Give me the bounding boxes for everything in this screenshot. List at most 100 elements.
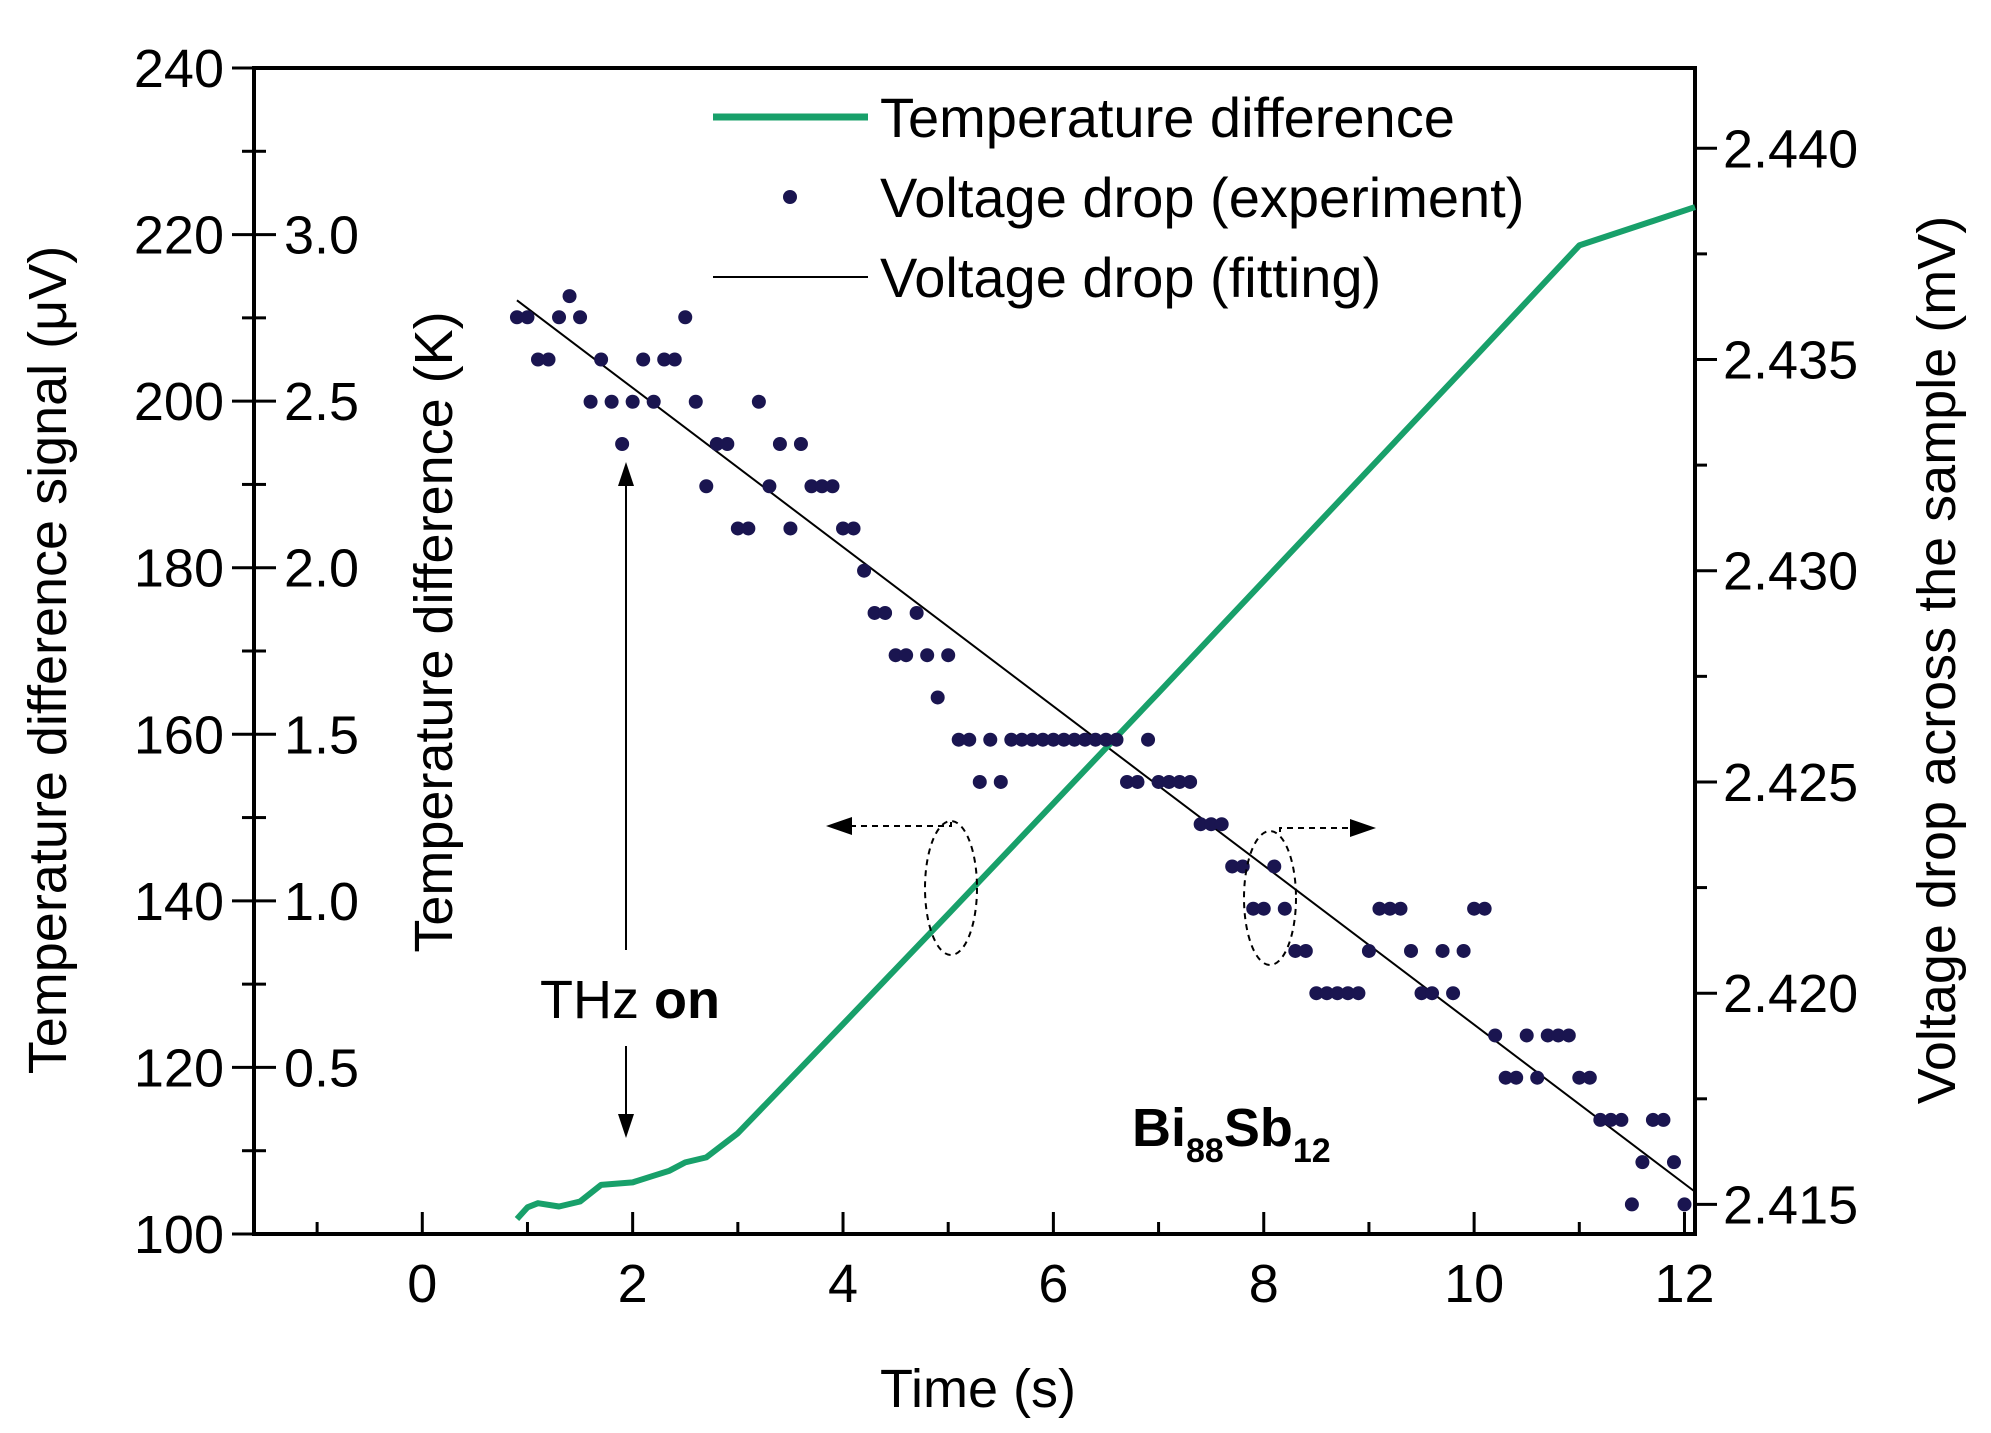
voltage-point xyxy=(699,479,714,494)
voltage-point xyxy=(1214,817,1229,832)
voltage-point xyxy=(772,436,787,451)
voltage-point xyxy=(1340,986,1355,1001)
x-tick-label: 10 xyxy=(1444,1254,1504,1314)
voltage-point xyxy=(509,310,524,325)
voltage-point xyxy=(1498,1070,1513,1085)
voltage-point xyxy=(573,310,588,325)
voltage-point xyxy=(1603,1112,1618,1127)
voltage-point xyxy=(1645,1112,1660,1127)
voltage-point xyxy=(1582,1070,1597,1085)
right-axis-indicator xyxy=(1243,819,1376,966)
voltage-point xyxy=(1414,986,1429,1001)
voltage-point xyxy=(888,648,903,663)
voltage-point xyxy=(1540,1028,1555,1043)
voltage-point xyxy=(646,394,661,409)
voltage-point xyxy=(762,479,777,494)
voltage-point xyxy=(1309,986,1324,1001)
voltage-point xyxy=(1361,943,1376,958)
voltage-point xyxy=(1225,859,1240,874)
voltage-point xyxy=(1467,901,1482,916)
left-indicator-ellipse xyxy=(924,820,978,956)
voltage-point xyxy=(1446,986,1461,1001)
voltage-point xyxy=(562,289,577,304)
voltage-point xyxy=(1677,1197,1692,1212)
voltage-point xyxy=(625,394,640,409)
sample-label-bi: Bi xyxy=(1132,1098,1186,1158)
x-tick-label: 4 xyxy=(828,1254,858,1314)
voltage-point xyxy=(1425,986,1440,1001)
voltage-point xyxy=(1172,774,1187,789)
voltage-point xyxy=(1288,943,1303,958)
y-tick-label-signal: 200 xyxy=(134,372,224,432)
voltage-point xyxy=(678,310,693,325)
y-tick-label-signal: 180 xyxy=(134,539,224,599)
voltage-point xyxy=(878,605,893,620)
voltage-point xyxy=(825,479,840,494)
voltage-point xyxy=(836,521,851,536)
voltage-point xyxy=(1666,1155,1681,1170)
thz-on-annotation: THz on xyxy=(540,462,720,1138)
y-tick-label-kelvin: 1.0 xyxy=(284,872,359,932)
voltage-point xyxy=(1624,1197,1639,1212)
voltage-point xyxy=(583,394,598,409)
right-indicator-path xyxy=(1279,827,1350,832)
voltage-point xyxy=(1372,901,1387,916)
voltage-point xyxy=(1319,986,1334,1001)
plot-frame xyxy=(252,66,1697,1236)
x-axis-title: Time (s) xyxy=(880,1359,1076,1419)
y-tick-label-kelvin: 2.5 xyxy=(284,372,359,432)
y-axis-title-signal: Temperature difference signal (μV) xyxy=(18,246,78,1075)
voltage-point xyxy=(1088,732,1103,747)
voltage-point xyxy=(846,521,861,536)
voltage-point xyxy=(1351,986,1366,1001)
y-tick-label-signal: 140 xyxy=(134,872,224,932)
voltage-point xyxy=(667,352,682,367)
voltage-point xyxy=(1035,732,1050,747)
y-tick-label-signal: 120 xyxy=(134,1038,224,1098)
tick-labels: 0 2 4 6 8 10 12 100 120 140 160 180 200 220 240 0.5 1.0 1… xyxy=(134,39,1858,1314)
thz-arrow-up-head xyxy=(618,462,634,486)
voltage-point xyxy=(1456,943,1471,958)
thz-arrow-down-head xyxy=(618,1114,634,1138)
voltage-point xyxy=(604,394,619,409)
voltage-point xyxy=(1120,774,1135,789)
legend: Temperature difference Voltage drop (exp… xyxy=(713,86,1524,309)
voltage-point xyxy=(1046,732,1061,747)
voltage-point xyxy=(1593,1112,1608,1127)
voltage-point xyxy=(709,436,724,451)
voltage-point xyxy=(920,648,935,663)
voltage-point xyxy=(1067,732,1082,747)
voltage-point xyxy=(962,732,977,747)
voltage-point xyxy=(941,648,956,663)
voltage-point xyxy=(1519,1028,1534,1043)
y-tick-label-voltage: 2.435 xyxy=(1723,331,1858,391)
left-axis-indicator xyxy=(826,817,978,956)
right-indicator-ellipse xyxy=(1243,830,1297,966)
voltage-point xyxy=(1130,774,1145,789)
voltage-point xyxy=(1561,1028,1576,1043)
voltage-point xyxy=(814,479,829,494)
y-tick-label-signal: 100 xyxy=(134,1205,224,1265)
voltage-point xyxy=(1435,943,1450,958)
voltage-point xyxy=(1530,1070,1545,1085)
y-tick-label-kelvin: 0.5 xyxy=(284,1038,359,1098)
y-tick-label-voltage: 2.425 xyxy=(1723,753,1858,813)
voltage-point xyxy=(1614,1112,1629,1127)
voltage-point xyxy=(1151,774,1166,789)
voltage-point xyxy=(1572,1070,1587,1085)
y-tick-label-voltage: 2.430 xyxy=(1723,542,1858,602)
voltage-point xyxy=(1256,901,1271,916)
voltage-point xyxy=(730,521,745,536)
voltage-point xyxy=(552,310,567,325)
x-tick-label: 8 xyxy=(1249,1254,1279,1314)
sample-label-sb: Sb xyxy=(1224,1098,1293,1158)
right-indicator-arrowhead xyxy=(1350,819,1376,837)
voltage-point xyxy=(1141,732,1156,747)
voltage-point xyxy=(909,605,924,620)
thz-label-bold: on xyxy=(654,970,720,1030)
voltage-point xyxy=(1162,774,1177,789)
left-indicator-path xyxy=(852,822,952,827)
thz-on-label: THz on xyxy=(540,970,720,1030)
voltage-point xyxy=(741,521,756,536)
